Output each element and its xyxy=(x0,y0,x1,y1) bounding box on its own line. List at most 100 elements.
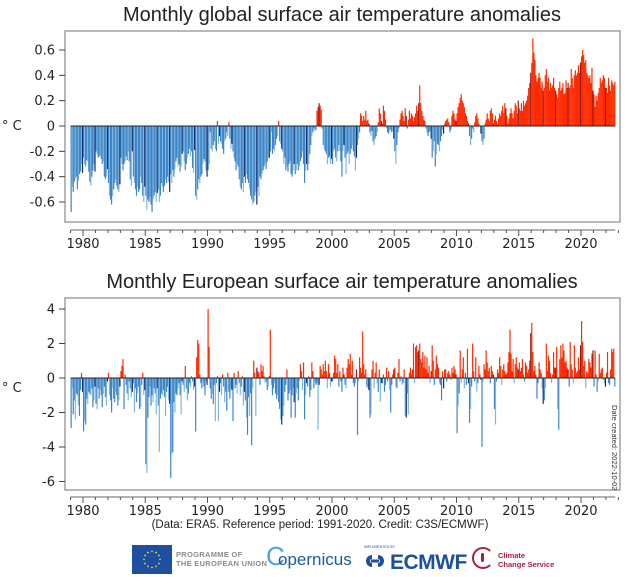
bar-1987-02 xyxy=(171,126,173,183)
bar-2009-07 xyxy=(450,378,452,380)
bar-2019-12 xyxy=(579,345,582,378)
bar-1987-08 xyxy=(177,126,179,167)
bar-1993-01 xyxy=(244,378,247,401)
bar-1996-01 xyxy=(282,378,284,416)
bar-1984-05 xyxy=(136,378,139,394)
eu-star-icon xyxy=(158,562,160,565)
bar-1989-02 xyxy=(196,126,198,200)
bar-2018-05 xyxy=(560,345,562,378)
y-tick-label: 0.6 xyxy=(34,44,55,59)
bar-2022-05 xyxy=(610,90,612,126)
bar-2010-06 xyxy=(461,100,463,126)
bar-2002-12 xyxy=(368,378,370,391)
bar-1989-05 xyxy=(199,374,201,378)
bar-2015-04 xyxy=(521,110,524,126)
bar-2004-07 xyxy=(388,126,390,134)
bar-1985-01 xyxy=(145,378,147,465)
bar-2012-09 xyxy=(489,110,491,126)
bar-2020-07 xyxy=(587,372,589,378)
bar-2018-06 xyxy=(561,88,563,126)
bar-2003-03 xyxy=(371,369,373,379)
bar-1989-01 xyxy=(195,378,197,432)
bar-2015-10 xyxy=(528,369,530,379)
bar-1994-12 xyxy=(268,376,270,378)
bar-2005-11 xyxy=(404,108,406,126)
bar-1994-11 xyxy=(267,126,269,158)
bar-2010-10 xyxy=(465,115,468,126)
bar-1981-04 xyxy=(98,126,100,157)
bar-2013-10 xyxy=(503,113,505,126)
bar-1998-01 xyxy=(307,126,309,171)
bar-1983-09 xyxy=(128,126,130,162)
bar-2018-09 xyxy=(564,362,566,378)
bar-1979-02 xyxy=(71,378,73,389)
bar-1994-10 xyxy=(266,126,268,162)
bar-1998-07 xyxy=(313,378,315,389)
bar-2012-04 xyxy=(484,369,486,379)
bar-1989-08 xyxy=(202,378,204,382)
bar-2003-03 xyxy=(371,126,373,132)
bar-1987-02 xyxy=(171,378,173,454)
bar-1991-08 xyxy=(227,372,229,378)
bar-2021-02 xyxy=(594,350,596,378)
bar-1992-07 xyxy=(238,126,240,180)
bar-2002-08 xyxy=(364,374,366,378)
bar-1992-06 xyxy=(237,126,239,167)
bar-1985-09 xyxy=(153,126,155,196)
bar-1983-11 xyxy=(130,126,132,186)
bar-2004-03 xyxy=(383,378,386,392)
bar-2021-11 xyxy=(603,77,606,126)
bar-2019-10 xyxy=(577,65,580,126)
bar-2014-12 xyxy=(517,100,519,126)
bar-2014-11 xyxy=(516,367,518,378)
bar-2022-06 xyxy=(611,80,613,126)
bar-1999-11 xyxy=(329,378,332,387)
x-tick-label: 2005 xyxy=(378,237,411,252)
bar-2016-07 xyxy=(537,378,539,384)
bar-1982-08 xyxy=(115,126,117,180)
bar-2004-02 xyxy=(382,374,385,378)
bar-2002-02 xyxy=(357,378,360,382)
x-tick-label: 2010 xyxy=(440,237,473,252)
bar-2005-09 xyxy=(402,378,404,384)
bar-2010-09 xyxy=(464,372,466,378)
bar-2014-02 xyxy=(507,123,509,126)
bar-1995-12 xyxy=(281,378,283,425)
bar-1992-01 xyxy=(232,378,234,422)
bar-2010-03 xyxy=(458,378,460,394)
bar-2016-10 xyxy=(540,372,542,378)
bar-1981-05 xyxy=(99,378,101,391)
bar-2007-04 xyxy=(422,115,424,126)
bar-1999-12 xyxy=(330,378,333,382)
bar-2013-02 xyxy=(494,378,497,425)
bar-1988-12 xyxy=(194,378,196,387)
bar-2004-12 xyxy=(393,126,395,139)
bar-1984-08 xyxy=(140,378,142,408)
bar-2003-06 xyxy=(374,372,376,378)
bar-2019-03 xyxy=(570,364,572,378)
bar-1993-04 xyxy=(247,378,250,397)
bar-1989-01 xyxy=(195,126,197,196)
bar-1997-03 xyxy=(296,126,298,164)
bar-2006-02 xyxy=(407,378,409,415)
bar-2007-02 xyxy=(420,359,422,378)
bar-1990-07 xyxy=(213,126,215,142)
bar-1990-01 xyxy=(207,126,209,171)
bar-2014-11 xyxy=(516,113,518,126)
bar-2022-07 xyxy=(612,82,614,126)
bar-2016-11 xyxy=(541,81,543,126)
bar-2010-11 xyxy=(466,120,469,126)
bar-2017-12 xyxy=(555,367,557,378)
bar-2000-12 xyxy=(343,126,345,145)
bar-2008-12 xyxy=(443,126,445,134)
bar-2022-04 xyxy=(609,85,611,126)
bar-1993-06 xyxy=(250,126,252,196)
y-tick-label: -0.2 xyxy=(30,145,55,160)
bar-1993-03 xyxy=(246,126,249,180)
bar-1980-09 xyxy=(91,378,93,389)
bar-1987-07 xyxy=(176,126,178,158)
bar-1987-04 xyxy=(173,126,175,177)
bar-1982-03 xyxy=(109,126,112,200)
bar-2012-11 xyxy=(491,371,493,378)
bar-2012-02 xyxy=(482,378,484,382)
